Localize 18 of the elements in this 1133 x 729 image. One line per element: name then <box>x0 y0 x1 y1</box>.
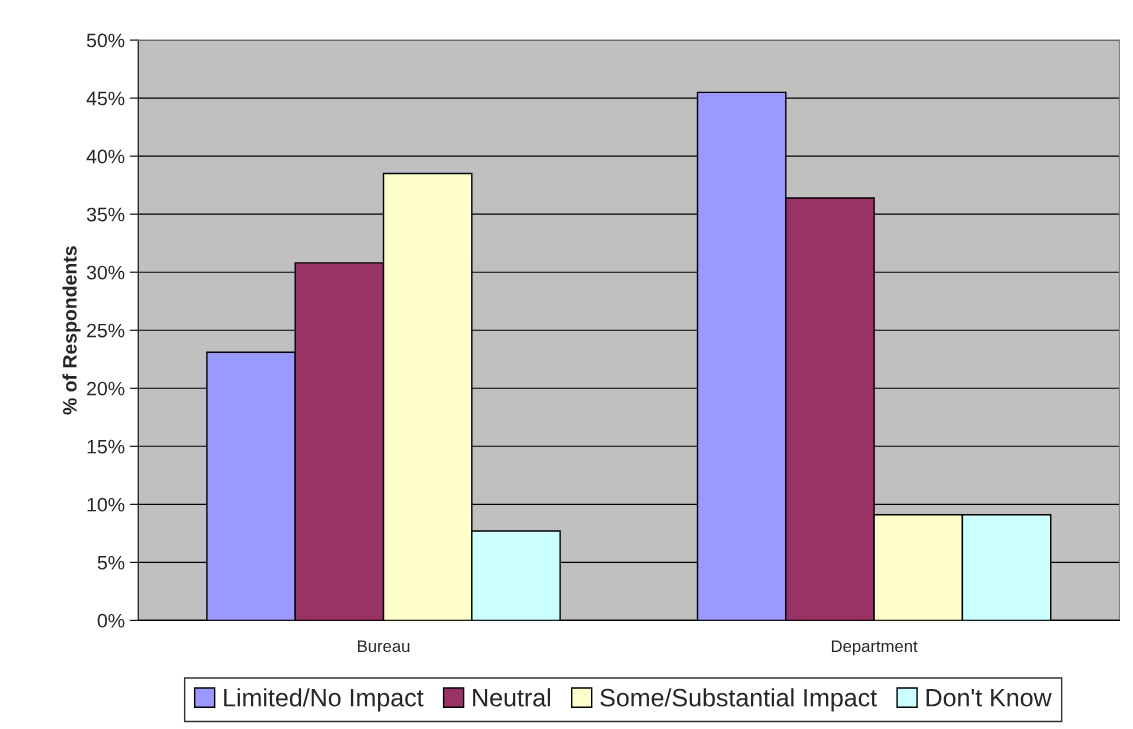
y-tick-label: 0% <box>97 613 125 628</box>
y-axis-title: % of Respondents <box>62 246 81 415</box>
x-tick-label: Bureau <box>358 640 410 653</box>
y-tick-label: 45% <box>86 91 125 106</box>
legend-label: Limited/No Impact <box>224 688 424 712</box>
y-tick-label: 25% <box>87 323 125 338</box>
y-tick-label: 50% <box>86 33 125 48</box>
legend-label: Neutral <box>473 688 551 707</box>
y-tick-label: 30% <box>86 265 125 280</box>
legend-label: Some/Substantial Impact <box>600 688 877 712</box>
y-tick-label: 20% <box>87 381 125 396</box>
y-tick-label: 35% <box>86 207 125 222</box>
y-tick-label: 10% <box>87 497 125 512</box>
legend-label: Don't Know <box>926 689 1052 707</box>
y-tick-label: 40% <box>86 149 125 164</box>
y-tick-label: 15% <box>87 439 125 454</box>
y-tick-label: 5% <box>97 555 125 570</box>
x-tick-label: Department <box>831 640 918 656</box>
